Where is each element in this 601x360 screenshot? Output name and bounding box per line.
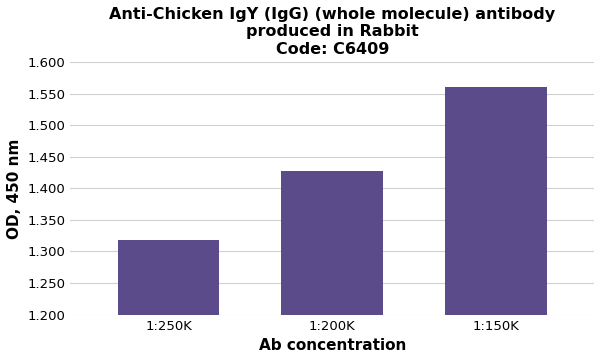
Title: Anti-Chicken IgY (IgG) (whole molecule) antibody
produced in Rabbit
Code: C6409: Anti-Chicken IgY (IgG) (whole molecule) … — [109, 7, 555, 57]
X-axis label: Ab concentration: Ab concentration — [258, 338, 406, 353]
Y-axis label: OD, 450 nm: OD, 450 nm — [7, 138, 22, 239]
Bar — [281, 171, 383, 315]
Bar — [445, 87, 546, 315]
Bar — [118, 240, 219, 315]
